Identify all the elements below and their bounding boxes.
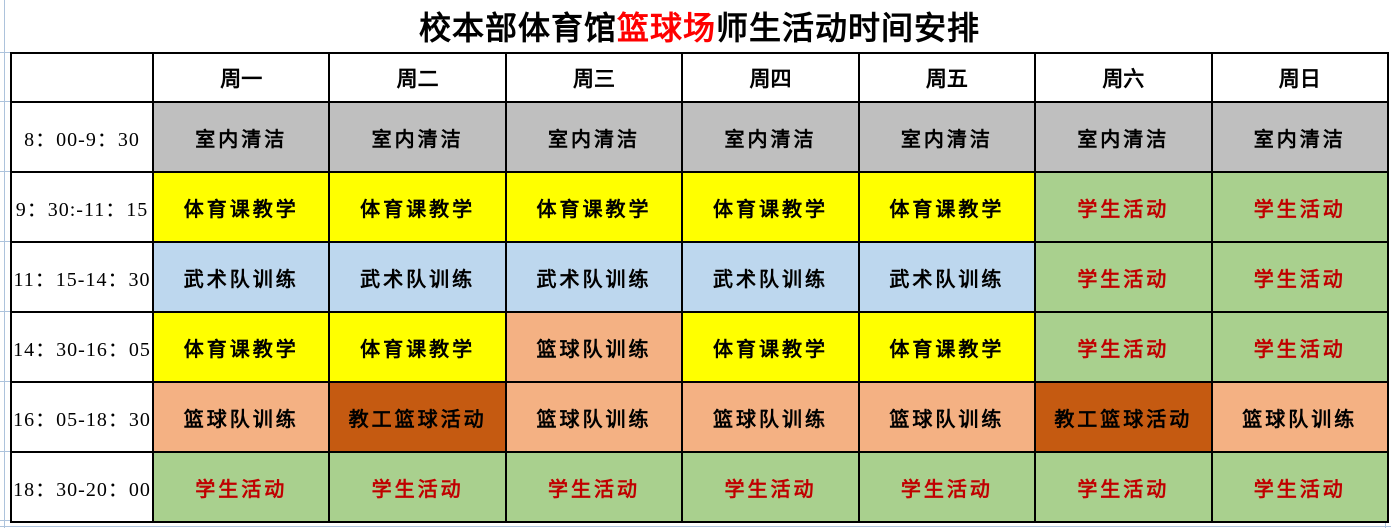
- activity-cell-pe[interactable]: 体育课教学: [151, 311, 331, 383]
- gridline-stub: [0, 311, 10, 312]
- time-cell-6[interactable]: 18：30-20：00: [10, 451, 154, 523]
- day-header-6[interactable]: 周六: [1034, 52, 1213, 103]
- gridline-stub: [0, 520, 10, 521]
- activity-cell-staff[interactable]: 教工篮球活动: [328, 381, 507, 453]
- activity-cell-wushu[interactable]: 武术队训练: [681, 241, 860, 313]
- activity-cell-cleaning[interactable]: 室内清洁: [328, 101, 507, 173]
- time-cell-5[interactable]: 16：05-18：30: [10, 381, 154, 453]
- activity-cell-student[interactable]: 学生活动: [1210, 451, 1390, 523]
- activity-cell-student[interactable]: 学生活动: [1034, 451, 1213, 523]
- activity-cell-basketball[interactable]: 篮球队训练: [504, 381, 684, 453]
- table-row: 16：05-18：30 篮球队训练 教工篮球活动 篮球队训练 篮球队训练 篮球队训练 教工篮…: [10, 381, 1390, 453]
- time-cell-1[interactable]: 8：00-9：30: [10, 101, 154, 173]
- title-highlight: 篮球场: [616, 10, 716, 46]
- header-row: 周一 周二 周三 周四 周五 周六 周日: [10, 52, 1390, 103]
- day-header-7[interactable]: 周日: [1210, 52, 1390, 103]
- activity-cell-cleaning[interactable]: 室内清洁: [681, 101, 860, 173]
- activity-cell-student[interactable]: 学生活动: [504, 451, 684, 523]
- activity-cell-student[interactable]: 学生活动: [328, 451, 507, 523]
- day-header-2[interactable]: 周二: [328, 52, 507, 103]
- activity-cell-student[interactable]: 学生活动: [857, 451, 1037, 523]
- activity-cell-cleaning[interactable]: 室内清洁: [1210, 101, 1390, 173]
- time-cell-2[interactable]: 9：30:-11：15: [10, 171, 154, 243]
- gridline-stub: [0, 171, 10, 172]
- day-header-3[interactable]: 周三: [504, 52, 684, 103]
- corner-cell[interactable]: [10, 52, 154, 103]
- gridline-stub: [0, 52, 10, 53]
- gridline-stub: [0, 381, 10, 382]
- activity-cell-wushu[interactable]: 武术队训练: [504, 241, 684, 313]
- time-cell-3[interactable]: 11：15-14：30: [10, 241, 154, 313]
- activity-cell-basketball[interactable]: 篮球队训练: [504, 311, 684, 383]
- gridline-right: [1385, 521, 1386, 528]
- activity-cell-wushu[interactable]: 武术队训练: [151, 241, 331, 313]
- activity-cell-pe[interactable]: 体育课教学: [504, 171, 684, 243]
- activity-cell-pe[interactable]: 体育课教学: [857, 311, 1037, 383]
- day-header-1[interactable]: 周一: [151, 52, 331, 103]
- activity-cell-cleaning[interactable]: 室内清洁: [504, 101, 684, 173]
- title-text-right: 师生活动时间安排: [716, 10, 981, 46]
- schedule-sheet: 校本部体育馆 篮球场 师生活动时间安排 周一 周二 周三 周四 周五 周六 周日 8：00-9：…: [10, 0, 1390, 523]
- activity-cell-pe[interactable]: 体育课教学: [857, 171, 1037, 243]
- activity-cell-pe[interactable]: 体育课教学: [328, 171, 507, 243]
- activity-cell-basketball[interactable]: 篮球队训练: [681, 381, 860, 453]
- activity-cell-pe[interactable]: 体育课教学: [681, 311, 860, 383]
- activity-cell-student[interactable]: 学生活动: [1210, 311, 1390, 383]
- table-row: 11：15-14：30 武术队训练 武术队训练 武术队训练 武术队训练 武术队训练 学生活动…: [10, 241, 1390, 313]
- activity-cell-cleaning[interactable]: 室内清洁: [857, 101, 1037, 173]
- activity-cell-staff[interactable]: 教工篮球活动: [1034, 381, 1213, 453]
- activity-cell-student[interactable]: 学生活动: [1034, 311, 1213, 383]
- time-cell-4[interactable]: 14：30-16：05: [10, 311, 154, 383]
- table-row: 8：00-9：30 室内清洁 室内清洁 室内清洁 室内清洁 室内清洁 室内清洁 室内清洁: [10, 101, 1390, 173]
- table-row: 18：30-20：00 学生活动 学生活动 学生活动 学生活动 学生活动 学生活动 学生活动: [10, 451, 1390, 523]
- page-title: 校本部体育馆 篮球场 师生活动时间安排: [10, 0, 1389, 52]
- activity-cell-student[interactable]: 学生活动: [1034, 171, 1213, 243]
- title-text-left: 校本部体育馆: [418, 10, 617, 46]
- table-row: 14：30-16：05 体育课教学 体育课教学 篮球队训练 体育课教学 体育课教学 学生活动…: [10, 311, 1390, 383]
- gridline-bottom: [0, 526, 1391, 527]
- activity-cell-basketball[interactable]: 篮球队训练: [151, 381, 331, 453]
- activity-cell-student[interactable]: 学生活动: [1210, 241, 1390, 313]
- activity-cell-wushu[interactable]: 武术队训练: [328, 241, 507, 313]
- gridline-stub: [0, 241, 10, 242]
- activity-cell-wushu[interactable]: 武术队训练: [857, 241, 1037, 313]
- activity-cell-cleaning[interactable]: 室内清洁: [1034, 101, 1213, 173]
- activity-cell-cleaning[interactable]: 室内清洁: [151, 101, 331, 173]
- day-header-5[interactable]: 周五: [857, 52, 1037, 103]
- activity-cell-student[interactable]: 学生活动: [1034, 241, 1213, 313]
- activity-cell-pe[interactable]: 体育课教学: [681, 171, 860, 243]
- schedule-table: 周一 周二 周三 周四 周五 周六 周日 8：00-9：30 室内清洁 室内清洁 室内清洁 室内清洁…: [10, 52, 1390, 523]
- activity-cell-basketball[interactable]: 篮球队训练: [1210, 381, 1390, 453]
- gridline-stub: [0, 101, 10, 102]
- activity-cell-pe[interactable]: 体育课教学: [151, 171, 331, 243]
- activity-cell-student[interactable]: 学生活动: [681, 451, 860, 523]
- activity-cell-basketball[interactable]: 篮球队训练: [857, 381, 1037, 453]
- gridline-stub: [0, 451, 10, 452]
- activity-cell-pe[interactable]: 体育课教学: [328, 311, 507, 383]
- gridline-left: [4, 0, 5, 528]
- activity-cell-student[interactable]: 学生活动: [151, 451, 331, 523]
- day-header-4[interactable]: 周四: [681, 52, 860, 103]
- table-row: 9：30:-11：15 体育课教学 体育课教学 体育课教学 体育课教学 体育课教学 学生活动…: [10, 171, 1390, 243]
- activity-cell-student[interactable]: 学生活动: [1210, 171, 1390, 243]
